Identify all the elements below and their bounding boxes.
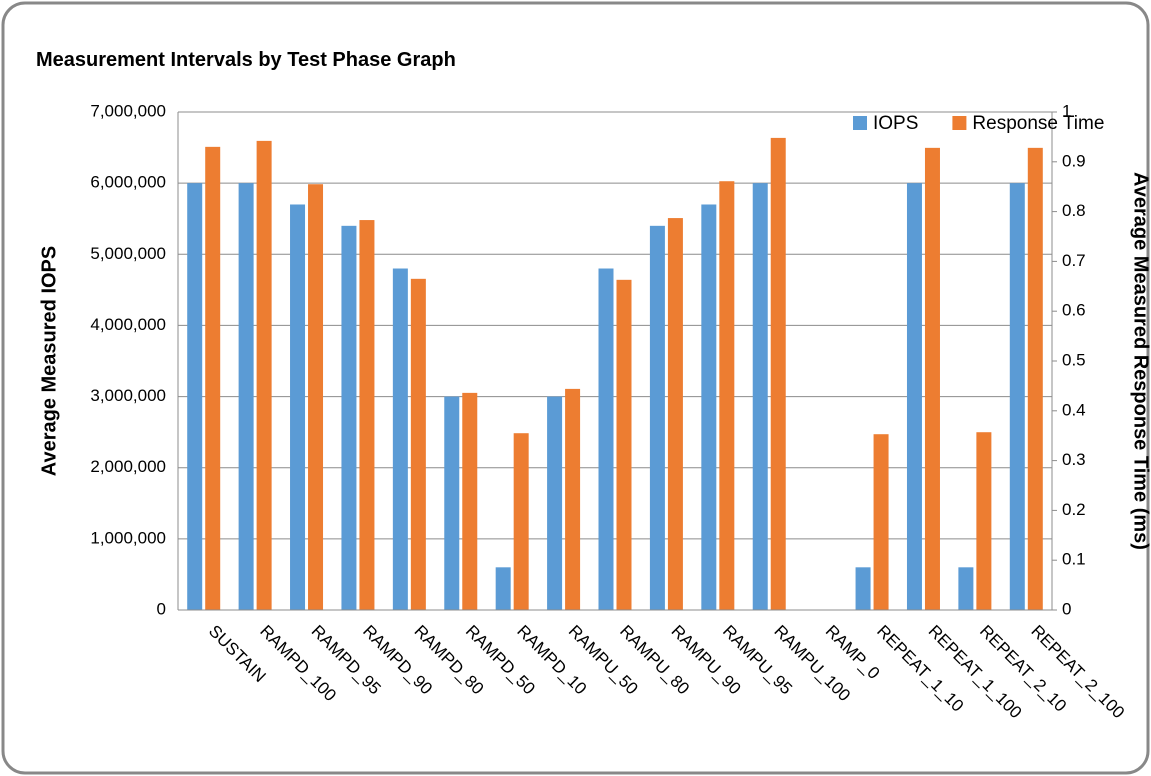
bar [256,140,272,610]
legend-swatch [952,116,967,130]
chart-title: Measurement Intervals by Test Phase Grap… [36,49,456,71]
legend-swatch [853,116,867,130]
y-tick-label: 7,000,000 [90,101,166,120]
bar [290,204,306,610]
bar [598,268,614,610]
y2-tick-label: 0.1 [1062,550,1086,569]
y2-tick-label: 0.8 [1062,201,1086,220]
bar [906,183,922,610]
y2-tick-label: 0 [1062,599,1071,618]
y-tick-label: 2,000,000 [90,457,166,476]
y2-tick-label: 0.5 [1062,350,1086,369]
bar [462,392,478,610]
bar [873,434,889,610]
y-tick-label: 1,000,000 [90,528,166,547]
bar [565,388,581,610]
y-tick-label: 0 [157,599,166,618]
bar [513,433,529,610]
y-tick-label: 5,000,000 [90,244,166,263]
y-tick-label: 4,000,000 [90,315,166,334]
bar [341,225,357,611]
y2-tick-label: 0.6 [1062,301,1086,320]
bar [1009,183,1025,610]
legend-label: Response Time [972,113,1104,134]
bar [719,181,735,611]
bar [649,225,665,611]
bar [976,432,992,610]
y-tick-label: 3,000,000 [90,386,166,405]
bar [547,396,563,610]
bar [1027,147,1043,610]
bar [616,279,632,610]
bar [308,184,324,610]
bar [667,218,683,610]
bar [187,183,203,610]
y2-tick-label: 1 [1062,101,1071,120]
bar [770,137,786,610]
y-axis-label: Average Measured IOPS [38,246,60,476]
y2-tick-label: 0.4 [1062,400,1086,419]
bar [238,183,254,610]
bar [444,396,460,610]
bar [958,567,974,610]
y2-axis-label: Average Measured Response Time (ms) [1130,172,1151,550]
bar [855,567,871,610]
bar [495,567,511,610]
bar [752,183,768,610]
bar [410,278,426,610]
y-tick-label: 6,000,000 [90,173,166,192]
bar [359,220,375,611]
legend-label: IOPS [873,113,918,134]
bar [701,204,717,610]
bar [205,146,221,611]
y2-tick-label: 0.9 [1062,151,1086,170]
bar [392,268,408,610]
y2-tick-label: 0.3 [1062,450,1086,469]
y2-tick-label: 0.2 [1062,500,1086,519]
bar [924,147,940,610]
y2-tick-label: 0.7 [1062,251,1086,270]
